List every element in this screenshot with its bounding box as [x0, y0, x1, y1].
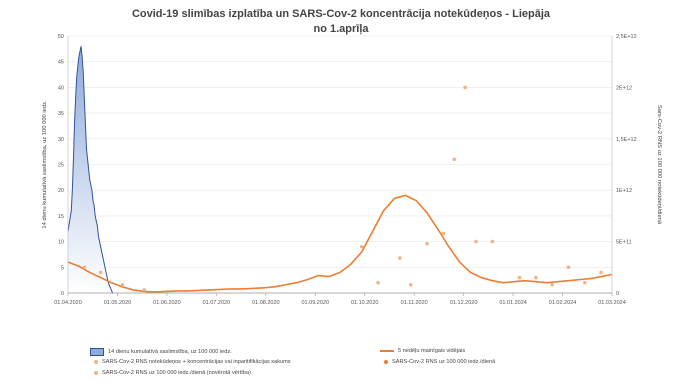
- legend-label: SARS-Cov-2 RNS notekūdeņos + koncentrāci…: [102, 359, 291, 365]
- scatter-point: [82, 265, 87, 270]
- legend-swatch-dot: [94, 371, 98, 375]
- scatter-point: [376, 280, 380, 285]
- chart-subtitle: no 1.aprīļa: [313, 23, 369, 35]
- scatter-point: [452, 157, 457, 162]
- y-right-tick-label: 1E+12: [616, 188, 632, 194]
- scatter-point: [398, 256, 402, 260]
- y-left-tick-label: 10: [58, 240, 64, 246]
- y-left-tick-label: 35: [58, 111, 64, 117]
- x-tick-label: 01.07.2020: [203, 300, 231, 306]
- y-right-tick-label: 2E+12: [616, 85, 632, 91]
- chart-title: Covid-19 slimības izplatība un SARS-Cov-…: [131, 8, 551, 20]
- scatter-point: [408, 282, 413, 287]
- legend-swatch-area: [90, 348, 104, 356]
- scatter-point: [534, 275, 538, 280]
- legend-label: 5 nedēļu mainīgais vidējais: [398, 348, 466, 354]
- scatter-point: [566, 265, 571, 270]
- legend-item-moving-average: 5 nedēļu mainīgais vidējais: [380, 348, 465, 354]
- y-left-tick-label: 20: [58, 188, 64, 194]
- scatter-point: [583, 280, 587, 285]
- x-tick-label: 01.05.2020: [104, 300, 132, 306]
- scatter-point: [599, 270, 603, 275]
- y-left-axis-title: 14 dienu kumulatīvā saslimstība, uz 100 …: [42, 100, 48, 229]
- legend-label: SARS-Cov-2 RNS uz 100 000 iedz./dienā: [392, 359, 496, 365]
- x-tick-label: 01.10.2020: [351, 300, 379, 306]
- y-right-tick-label: 1,5E+12: [616, 137, 637, 143]
- x-tick-label: 01.03.2024: [598, 300, 626, 306]
- x-tick-label: 01.11.2020: [401, 300, 428, 306]
- legend-label: 14 dienu kumulatīvā saslimstība, uz 100 …: [108, 349, 232, 355]
- scatter-point: [120, 282, 125, 287]
- y-left-tick-label: 40: [58, 85, 64, 91]
- x-tick-label: 01.04.2020: [54, 300, 82, 306]
- scatter-point: [474, 239, 478, 244]
- y-left-tick-label: 45: [58, 60, 64, 66]
- scatter-point: [441, 231, 446, 236]
- x-tick-label: 01.12.2020: [450, 300, 478, 306]
- scatter-point: [490, 239, 495, 244]
- series-moving-average-line: [67, 194, 613, 293]
- legend-label: SARS-Cov-2 RNS uz 100 000 iedz./dienā (n…: [102, 370, 251, 376]
- scatter-point: [142, 288, 146, 292]
- scatter-point: [517, 275, 522, 280]
- y-right-tick-label: 2,5E+12: [616, 34, 637, 40]
- y-left-tick-label: 15: [58, 214, 64, 220]
- series-area-line: [67, 46, 114, 294]
- scatter-point: [463, 85, 467, 90]
- legend-item-rns-per-day: SARS-Cov-2 RNS uz 100 000 iedz./dienā: [380, 359, 495, 365]
- y-left-tick-label: 5: [61, 265, 64, 271]
- scatter-point: [425, 241, 429, 246]
- x-tick-label: 01.08.2020: [252, 300, 280, 306]
- y-left-tick-label: 25: [58, 163, 64, 169]
- legend-item-rns-observed: SARS-Cov-2 RNS uz 100 000 iedz./dienā (n…: [90, 370, 251, 376]
- x-tick-label: 01.02.2024: [549, 300, 577, 306]
- y-right-tick-label: 0: [616, 291, 619, 297]
- legend-item-incidence: 14 dienu kumulatīvā saslimstība, uz 100 …: [90, 348, 232, 356]
- scatter-point: [359, 244, 364, 249]
- y-left-tick-label: 30: [58, 137, 64, 143]
- series-area-fill: [68, 46, 113, 293]
- y-left-tick-label: 50: [58, 34, 64, 40]
- scatter-point: [550, 282, 554, 287]
- y-right-axis-title: Sars-Cov-2 RNS uz 100 000 notekūdeņi/die…: [656, 105, 662, 225]
- scatter-point: [98, 270, 103, 275]
- x-tick-label: 01.06.2020: [153, 300, 181, 306]
- chart-svg: 0 5 10 15 20 25 30 35 40 45 50 0 5E+11 1E+12 1,5E+12 2E…: [42, 34, 662, 306]
- legend-item-rns-start: SARS-Cov-2 RNS notekūdeņos + koncentrāci…: [90, 359, 291, 365]
- x-tick-label: 01.01.2024: [499, 300, 527, 306]
- legend-swatch-dot: [94, 360, 98, 364]
- x-tick-label: 01.09.2020: [302, 300, 330, 306]
- legend-swatch-line: [380, 350, 394, 352]
- y-right-tick-label: 5E+11: [616, 240, 632, 246]
- y-left-tick-label: 0: [61, 291, 64, 297]
- legend-swatch-dot: [384, 360, 388, 364]
